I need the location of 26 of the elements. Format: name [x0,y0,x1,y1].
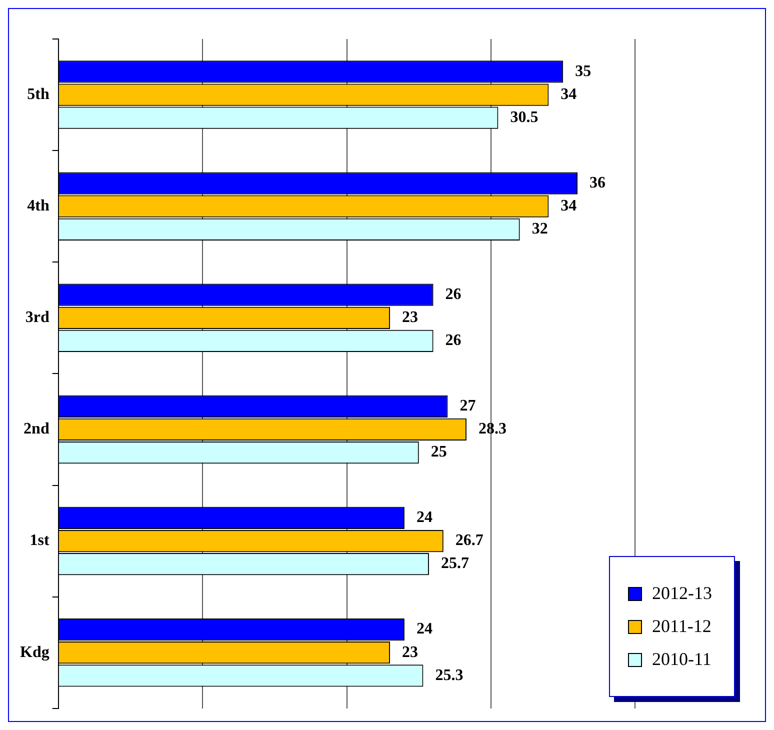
data-label: 25.7 [440,555,469,572]
data-label: 24 [416,620,432,638]
y-tick-label: 5th [27,86,50,103]
data-label: 23 [402,644,418,661]
y-tick-label: Kdg [20,644,50,661]
data-label: 35 [575,62,592,80]
data-label: 25.3 [435,666,464,684]
data-label: 34 [560,197,577,214]
data-label: 26.7 [455,532,484,550]
legend-label: 2011-12 [652,616,712,637]
data-label: 32 [532,220,548,238]
data-label: 23 [402,309,418,326]
legend-label: 2010-11 [652,649,712,670]
data-label: 26 [445,332,462,350]
data-label: 34 [560,86,577,103]
data-label: 26 [445,286,462,303]
legend-label: 2012-13 [652,583,712,604]
data-label: 25 [430,444,447,461]
y-tick-label: 3rd [25,309,50,326]
y-tick-label: 4th [27,197,50,214]
data-label: 36 [590,174,606,192]
y-tick-label: 1st [30,532,50,550]
y-tick-label: 2nd [24,420,50,438]
data-label: 24 [416,509,432,526]
data-label: 30.5 [510,108,538,126]
data-label: 27 [460,398,476,415]
